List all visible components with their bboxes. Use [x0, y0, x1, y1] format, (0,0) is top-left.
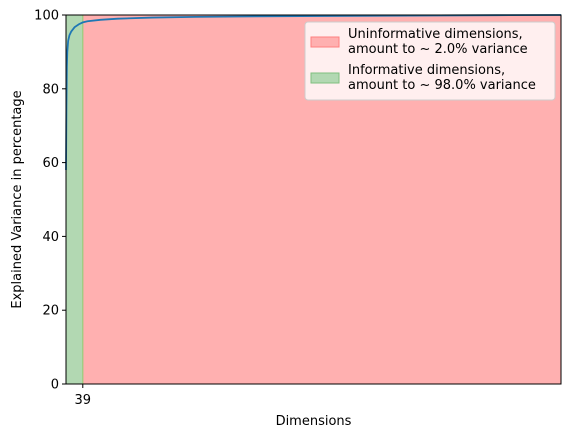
y-tick-label: 60	[42, 156, 59, 171]
y-tick-label: 40	[42, 230, 59, 245]
region-1	[66, 15, 83, 384]
legend-box	[304, 21, 556, 101]
legend-swatch	[310, 72, 340, 84]
y-tick-label: 100	[34, 9, 59, 24]
plot-frame	[65, 14, 562, 385]
legend-label: Informative dimensions, amount to ~ 98.0%…	[348, 63, 536, 93]
legend: Uninformative dimensions, amount to ~ 2.0…	[304, 21, 556, 101]
y-tick-label: 80	[42, 82, 59, 97]
legend-label: Uninformative dimensions, amount to ~ 2.0…	[348, 27, 528, 57]
x-tick-label: 39	[75, 393, 92, 408]
ticks: 0 20 40 60 80 100 39	[34, 9, 91, 409]
series-layer	[65, 14, 562, 170]
x-axis-label: Dimensions	[276, 414, 352, 429]
legend-swatch	[310, 36, 340, 48]
series-line-0	[65, 14, 562, 170]
y-tick-label: 20	[42, 304, 59, 319]
y-tick-label: 0	[51, 378, 59, 393]
y-axis-label: Explained Variance in percentage	[10, 90, 25, 308]
